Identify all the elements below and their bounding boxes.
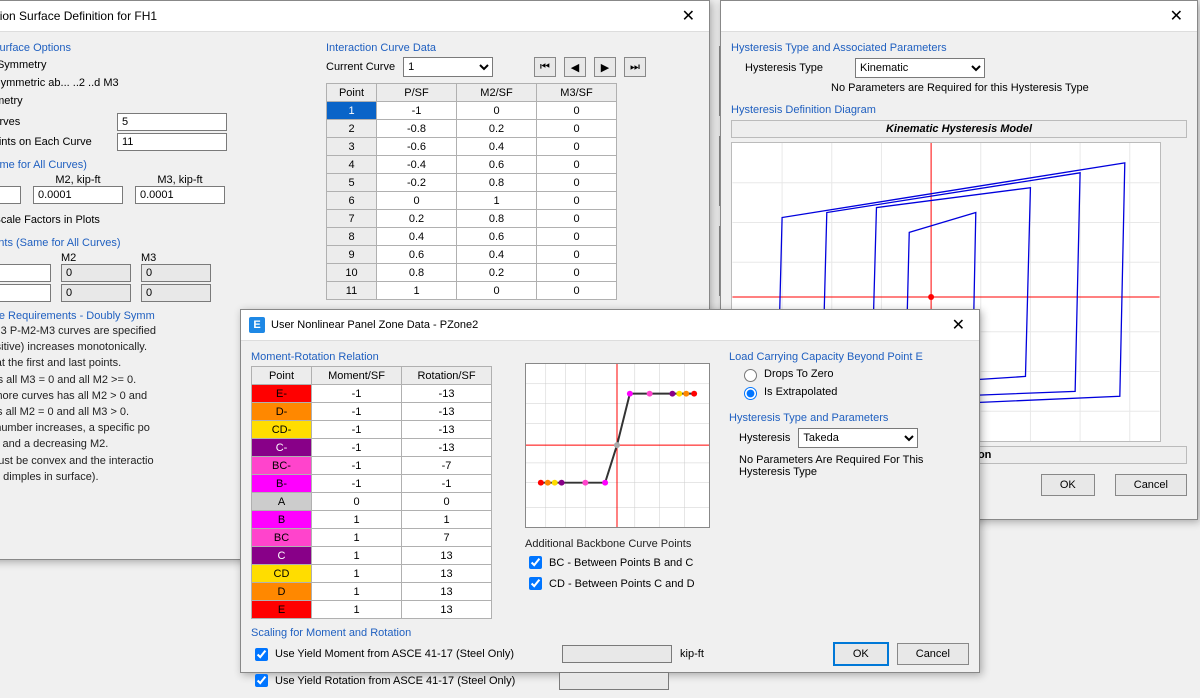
ok-button[interactable]: OK	[1041, 474, 1095, 496]
radio-extrap[interactable]	[744, 387, 757, 400]
table-row[interactable]: CD--1-13	[252, 421, 492, 439]
close-icon[interactable]: ✕	[676, 6, 701, 26]
fl-p-2[interactable]	[0, 284, 51, 302]
yield-moment-input	[562, 645, 672, 663]
chk-cd[interactable]	[529, 577, 542, 590]
yield-rotation-input	[559, 672, 669, 690]
w1-title-bar: 2-M3 Interaction Surface Definition for …	[0, 1, 709, 32]
table-row[interactable]: 80.40.60	[327, 228, 617, 246]
backbone-graph	[525, 363, 710, 528]
table-row[interactable]: 90.60.40	[327, 246, 617, 264]
interaction-table[interactable]: PointP/SFM2/SFM3/SF 1-1002-0.80.203-0.60…	[326, 83, 617, 300]
table-row[interactable]: 1-100	[327, 102, 617, 120]
num-points-input[interactable]	[117, 133, 227, 151]
chk-yield-moment[interactable]	[255, 648, 268, 661]
close-icon[interactable]: ✕	[1164, 6, 1189, 26]
table-row[interactable]: 2-0.80.20	[327, 120, 617, 138]
hysteresis-select[interactable]: Takeda	[798, 428, 918, 448]
table-row[interactable]: 11100	[327, 282, 617, 300]
w3-title-bar: ✕	[721, 1, 1197, 32]
table-row[interactable]: E--1-13	[252, 385, 492, 403]
table-row[interactable]: 100.80.20	[327, 264, 617, 282]
table-row[interactable]: D--1-13	[252, 403, 492, 421]
num-curves-input[interactable]	[117, 113, 227, 131]
moment-rotation-table[interactable]: PointMoment/SFRotation/SF E--1-13D--1-13…	[251, 366, 492, 619]
grp-options: r Interaction Surface Options	[0, 42, 311, 54]
last-icon[interactable]: ⏭	[624, 57, 646, 77]
current-curve-select[interactable]: 1	[403, 57, 493, 77]
table-row[interactable]: D113	[252, 583, 492, 601]
table-row[interactable]: C113	[252, 547, 492, 565]
first-icon[interactable]: ⏮	[534, 57, 556, 77]
hysteresis-type-select[interactable]: Kinematic	[855, 58, 985, 78]
cancel-button[interactable]: Cancel	[1115, 474, 1187, 496]
sf-m3-input[interactable]	[135, 186, 225, 204]
sf-m2-input[interactable]	[33, 186, 123, 204]
table-row[interactable]: BC17	[252, 529, 492, 547]
ok-button[interactable]: OK	[833, 642, 889, 666]
next-icon[interactable]: ▶	[594, 57, 616, 77]
table-row[interactable]: 3-0.60.40	[327, 138, 617, 156]
radio-drops[interactable]	[744, 369, 757, 382]
table-row[interactable]: BC--1-7	[252, 457, 492, 475]
table-row[interactable]: 6010	[327, 192, 617, 210]
cancel-button[interactable]: Cancel	[897, 643, 969, 665]
table-row[interactable]: A00	[252, 493, 492, 511]
table-row[interactable]: E113	[252, 601, 492, 619]
table-row[interactable]: CD113	[252, 565, 492, 583]
prev-icon[interactable]: ◀	[564, 57, 586, 77]
table-row[interactable]: 4-0.40.60	[327, 156, 617, 174]
panel-zone-dialog: EUser Nonlinear Panel Zone Data - PZone2…	[240, 309, 980, 673]
table-row[interactable]: B11	[252, 511, 492, 529]
w1-title: 2-M3 Interaction Surface Definition for …	[0, 9, 157, 23]
table-row[interactable]: B--1-1	[252, 475, 492, 493]
table-row[interactable]: 70.20.80	[327, 210, 617, 228]
etabs-icon: E	[249, 317, 265, 333]
fl-p-1[interactable]	[0, 264, 51, 282]
chk-bc[interactable]	[529, 556, 542, 569]
w2-title-bar: EUser Nonlinear Panel Zone Data - PZone2…	[241, 310, 979, 341]
close-icon[interactable]: ✕	[946, 315, 971, 335]
chk-yield-rotation[interactable]	[255, 674, 268, 687]
table-row[interactable]: 5-0.20.80	[327, 174, 617, 192]
sf-p-input[interactable]	[0, 186, 21, 204]
table-row[interactable]: C--1-13	[252, 439, 492, 457]
